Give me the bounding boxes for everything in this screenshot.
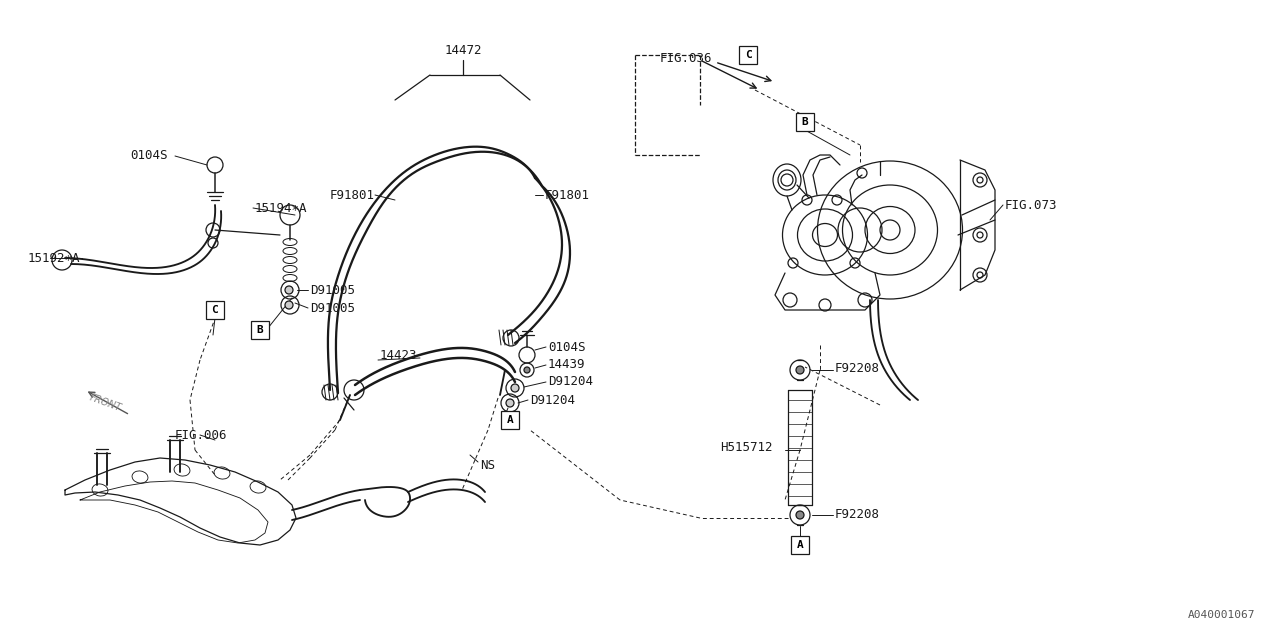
Circle shape: [506, 399, 515, 407]
Text: D91005: D91005: [310, 301, 355, 314]
Text: 0104S: 0104S: [548, 340, 585, 353]
Text: 14423: 14423: [380, 349, 417, 362]
Circle shape: [285, 286, 293, 294]
Text: B: B: [801, 117, 809, 127]
Text: F91801: F91801: [330, 189, 375, 202]
Text: FIG.036: FIG.036: [660, 51, 713, 65]
FancyBboxPatch shape: [206, 301, 224, 319]
Text: FIG.073: FIG.073: [1005, 198, 1057, 211]
Text: A: A: [796, 540, 804, 550]
Text: F91801: F91801: [545, 189, 590, 202]
Text: FRONT: FRONT: [87, 392, 123, 413]
FancyBboxPatch shape: [791, 536, 809, 554]
Text: A: A: [507, 415, 513, 425]
FancyBboxPatch shape: [500, 411, 518, 429]
Circle shape: [796, 366, 804, 374]
Text: H515712: H515712: [719, 440, 773, 454]
Text: A040001067: A040001067: [1188, 610, 1254, 620]
Circle shape: [524, 367, 530, 373]
Text: FIG.006: FIG.006: [175, 429, 228, 442]
Text: 15194∗A: 15194∗A: [255, 202, 307, 214]
Text: NS: NS: [480, 458, 495, 472]
Circle shape: [511, 384, 518, 392]
Text: 14439: 14439: [548, 358, 585, 371]
Circle shape: [285, 301, 293, 309]
Text: D91204: D91204: [548, 374, 593, 387]
Circle shape: [796, 511, 804, 519]
Text: C: C: [211, 305, 219, 315]
Text: D91204: D91204: [530, 394, 575, 406]
Text: B: B: [256, 325, 264, 335]
Text: 15192∗A: 15192∗A: [28, 252, 81, 264]
FancyBboxPatch shape: [739, 46, 756, 64]
Text: F92208: F92208: [835, 362, 881, 374]
Text: F92208: F92208: [835, 509, 881, 522]
FancyBboxPatch shape: [796, 113, 814, 131]
Text: 14472: 14472: [444, 44, 481, 56]
Text: C: C: [745, 50, 751, 60]
Text: 0104S: 0104S: [131, 148, 168, 161]
FancyBboxPatch shape: [251, 321, 269, 339]
Text: D91005: D91005: [310, 284, 355, 296]
